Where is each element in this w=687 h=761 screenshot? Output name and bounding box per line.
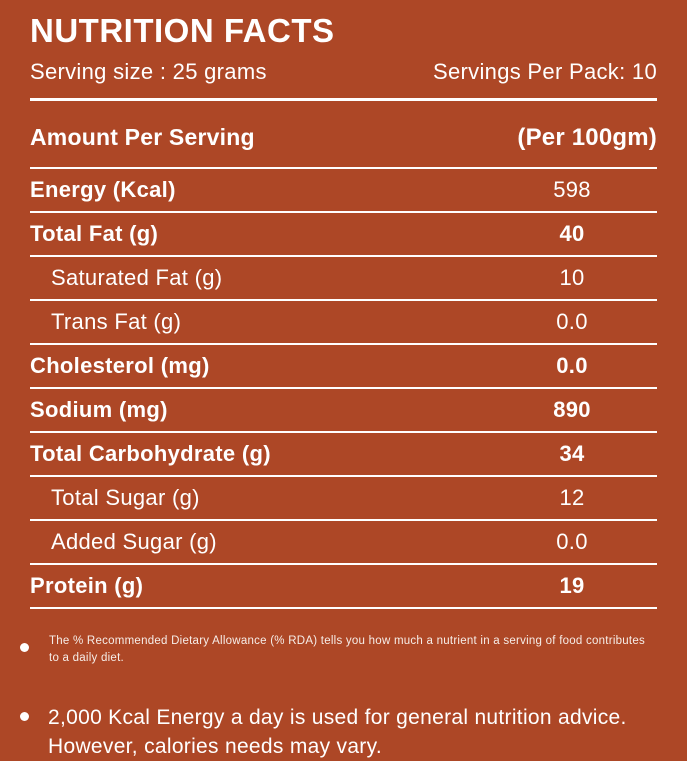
nutrient-row-total-sugar: Total Sugar (g) 12	[30, 477, 657, 519]
nutrient-label: Sodium (mg)	[30, 396, 168, 422]
divider	[30, 342, 657, 345]
nutrient-label: Energy (Kcal)	[30, 176, 176, 202]
nutrient-value: 0.0	[556, 308, 588, 334]
nutrient-row-total-fat: Total Fat (g) 40	[30, 213, 657, 255]
divider	[30, 298, 657, 301]
nutrient-value: 890	[553, 396, 591, 422]
nutrient-value: 34	[559, 440, 585, 466]
serving-size-text: Serving size : 25 grams	[30, 58, 267, 84]
divider	[30, 518, 657, 521]
nutrient-label: Saturated Fat (g)	[51, 264, 223, 290]
divider	[30, 254, 657, 257]
nutrient-label: Total Sugar (g)	[51, 484, 200, 510]
nutrient-label: Trans Fat (g)	[51, 308, 182, 334]
nutrient-row-sodium: Sodium (mg) 890	[30, 389, 657, 431]
divider	[30, 97, 657, 101]
amount-per-serving-row: Amount Per Serving (Per 100gm)	[30, 101, 657, 167]
nutrient-value: 40	[559, 220, 585, 246]
nutrient-value: 598	[553, 176, 591, 202]
nutrient-label: Added Sugar (g)	[51, 528, 217, 554]
nutrient-row-protein: Protein (g) 19	[30, 565, 657, 607]
divider	[30, 386, 657, 389]
divider	[30, 562, 657, 565]
nutrient-label: Total Carbohydrate (g)	[30, 440, 271, 466]
rda-footnote: The % Recommended Dietary Allowance (% R…	[20, 633, 657, 668]
nutrient-value: 12	[559, 484, 585, 510]
amount-per-serving-label: Amount Per Serving	[30, 124, 255, 151]
divider	[30, 474, 657, 477]
divider	[30, 166, 657, 169]
nutrient-value: 0.0	[556, 528, 588, 554]
nutrient-label: Protein (g)	[30, 572, 144, 598]
page-title: NUTRITION FACTS	[30, 12, 335, 49]
energy-footnote-text: 2,000 Kcal Energy a day is used for gene…	[48, 706, 627, 758]
nutrient-row-energy: Energy (Kcal) 598	[30, 169, 657, 211]
energy-footnote: 2,000 Kcal Energy a day is used for gene…	[20, 704, 657, 761]
nutrient-row-total-carbohydrate: Total Carbohydrate (g) 34	[30, 433, 657, 475]
per-100gm-label: (Per 100gm)	[517, 123, 657, 151]
nutrient-row-saturated-fat: Saturated Fat (g) 10	[30, 257, 657, 299]
bullet-dot-icon	[20, 712, 29, 722]
servings-per-pack-text: Servings Per Pack: 10	[433, 58, 657, 84]
nutrient-value: 0.0	[556, 352, 588, 378]
nutrient-value: 19	[559, 572, 585, 598]
rda-footnote-text: The % Recommended Dietary Allowance (% R…	[49, 634, 646, 665]
serving-info-row: Serving size : 25 grams Servings Per Pac…	[30, 59, 657, 98]
divider	[30, 210, 657, 213]
divider	[30, 606, 657, 609]
footnotes-section: The % Recommended Dietary Allowance (% R…	[20, 609, 657, 761]
nutrient-row-cholesterol: Cholesterol (mg) 0.0	[30, 345, 657, 387]
nutrient-row-added-sugar: Added Sugar (g) 0.0	[30, 521, 657, 563]
nutrient-label: Cholesterol (mg)	[30, 352, 210, 378]
nutrient-value: 10	[559, 264, 585, 290]
nutrient-row-trans-fat: Trans Fat (g) 0.0	[30, 301, 657, 343]
divider	[30, 430, 657, 433]
nutrient-label: Total Fat (g)	[30, 220, 159, 246]
bullet-dot-icon	[20, 642, 29, 652]
